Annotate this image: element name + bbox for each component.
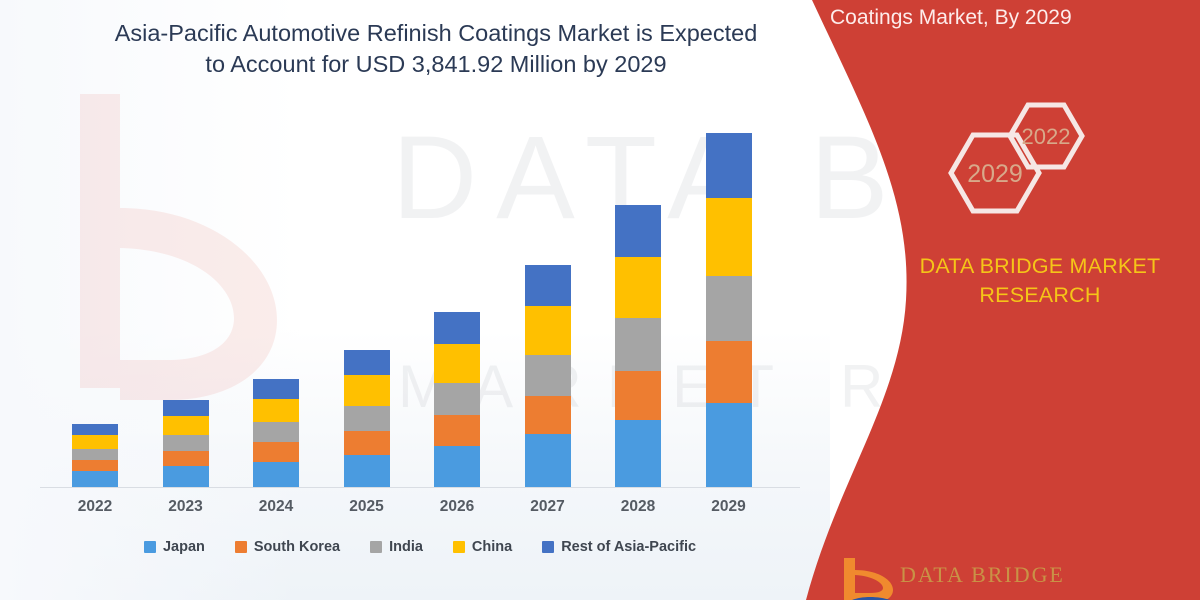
bar-segment-india[interactable] [72,448,118,460]
bar-segment-japan[interactable] [615,420,661,487]
bar-segment-india[interactable] [162,435,209,452]
footer-logo: DATA BRIDGE [838,556,1198,600]
legend-label: India [389,539,423,555]
background-gradient-left [0,0,300,600]
bar-segment-south-korea[interactable] [434,415,480,446]
legend-item-japan[interactable]: Japan [143,539,205,555]
legend-label: Japan [162,539,205,555]
bar-2029[interactable] [705,133,752,487]
bar-segment-india[interactable] [253,422,299,443]
x-axis-label-2026: 2026 [439,498,475,515]
page-title: Asia-Pacific Automotive Refinish Coating… [96,18,776,80]
x-axis-label-2029: 2029 [711,498,746,515]
bar-segment-india[interactable] [705,275,752,342]
bar-segment-rest-of-asia-pacific[interactable] [615,204,661,257]
legend-swatch-icon [143,541,156,553]
bar-segment-china[interactable] [343,375,390,406]
bar-segment-rest-of-asia-pacific[interactable] [343,349,390,376]
bar-segment-india[interactable] [343,405,390,432]
panel-heading: Coatings Market, By 2029 [830,6,1072,29]
footer-logo-text: DATA BRIDGE [900,562,1065,587]
brand-line-2: RESEARCH [979,283,1101,308]
bar-segment-japan[interactable] [705,403,752,487]
bar-2027[interactable] [524,264,571,487]
bar-segment-india[interactable] [524,354,571,397]
chart-baseline [40,487,800,488]
legend-item-india[interactable]: India [370,539,423,555]
hexagon-2029-label: 2029 [967,160,1023,188]
bar-segment-south-korea[interactable] [615,370,661,421]
legend-swatch-icon [452,541,465,553]
x-axis-label-2022: 2022 [77,498,113,515]
bar-segment-south-korea[interactable] [705,341,752,404]
bar-segment-china[interactable] [253,398,299,423]
legend-label: South Korea [253,539,341,555]
bar-2026[interactable] [434,311,480,487]
bar-2023[interactable] [162,400,209,487]
x-axis-label-2023: 2023 [168,498,203,515]
bar-segment-china[interactable] [524,306,571,355]
bar-segment-rest-of-asia-pacific[interactable] [162,400,209,417]
bar-segment-china[interactable] [434,344,480,383]
bar-segment-japan[interactable] [162,466,209,487]
page-title-line-2: to Account for USD 3,841.92 Million by 2… [205,51,667,78]
bar-segment-japan[interactable] [343,455,390,487]
legend-item-china[interactable]: China [452,539,513,555]
legend-item-rest-of-asia-pacific[interactable]: Rest of Asia-Pacific [542,539,696,555]
x-axis-label-2028: 2028 [620,498,656,515]
bar-segment-india[interactable] [434,382,480,416]
x-axis-label-2025: 2025 [349,498,384,515]
bar-segment-south-korea[interactable] [72,459,118,472]
bar-segment-south-korea[interactable] [162,451,209,467]
legend-swatch-icon [234,541,247,553]
hexagon-2022-label: 2022 [1022,124,1071,149]
x-axis-label-2024: 2024 [258,498,294,515]
bar-segment-japan[interactable] [434,445,480,487]
bar-segment-china[interactable] [705,198,752,276]
footer-logo-icon [844,558,893,600]
chart-legend: Japan South Korea India China Rest of Asia-P… [60,539,780,555]
brand-line-1: DATA BRIDGE MARKET [919,254,1161,278]
bar-segment-rest-of-asia-pacific[interactable] [705,133,752,199]
legend-item-south-korea[interactable]: South Korea [234,539,341,555]
bar-2024[interactable] [253,378,299,487]
hexagon-badges: 2022 2029 [925,95,1125,230]
bar-2022[interactable] [72,424,118,487]
bar-2028[interactable] [615,204,661,487]
hexagon-2029-outline [948,132,1042,214]
bar-segment-japan[interactable] [72,471,118,487]
bar-segment-south-korea[interactable] [253,442,299,462]
bar-segment-japan[interactable] [524,434,571,487]
bar-segment-rest-of-asia-pacific[interactable] [434,311,480,345]
legend-label: Rest of Asia-Pacific [561,539,697,555]
bar-segment-rest-of-asia-pacific[interactable] [253,378,299,399]
legend-label: China [471,539,513,555]
x-axis-label-2027: 2027 [530,498,565,515]
page-title-line-1: Asia-Pacific Automotive Refinish Coating… [114,20,758,46]
bar-2025[interactable] [343,349,390,487]
bar-segment-china[interactable] [72,435,118,449]
legend-swatch-icon [542,541,555,553]
brand-name: DATA BRIDGE MARKET RESEARCH [880,252,1200,310]
stacked-bar-chart: 2022 2023 2024 2025 2026 2027 2028 2029 Japan So… [40,133,800,555]
legend-swatch-icon [370,541,383,553]
bar-segment-japan[interactable] [253,461,299,487]
bar-segment-india[interactable] [615,318,661,371]
bar-segment-south-korea[interactable] [524,396,571,435]
bar-segment-rest-of-asia-pacific[interactable] [72,424,118,436]
bar-segment-rest-of-asia-pacific[interactable] [524,264,571,307]
bar-segment-china[interactable] [162,416,209,436]
bar-segment-south-korea[interactable] [343,431,390,456]
bar-segment-china[interactable] [615,256,661,318]
